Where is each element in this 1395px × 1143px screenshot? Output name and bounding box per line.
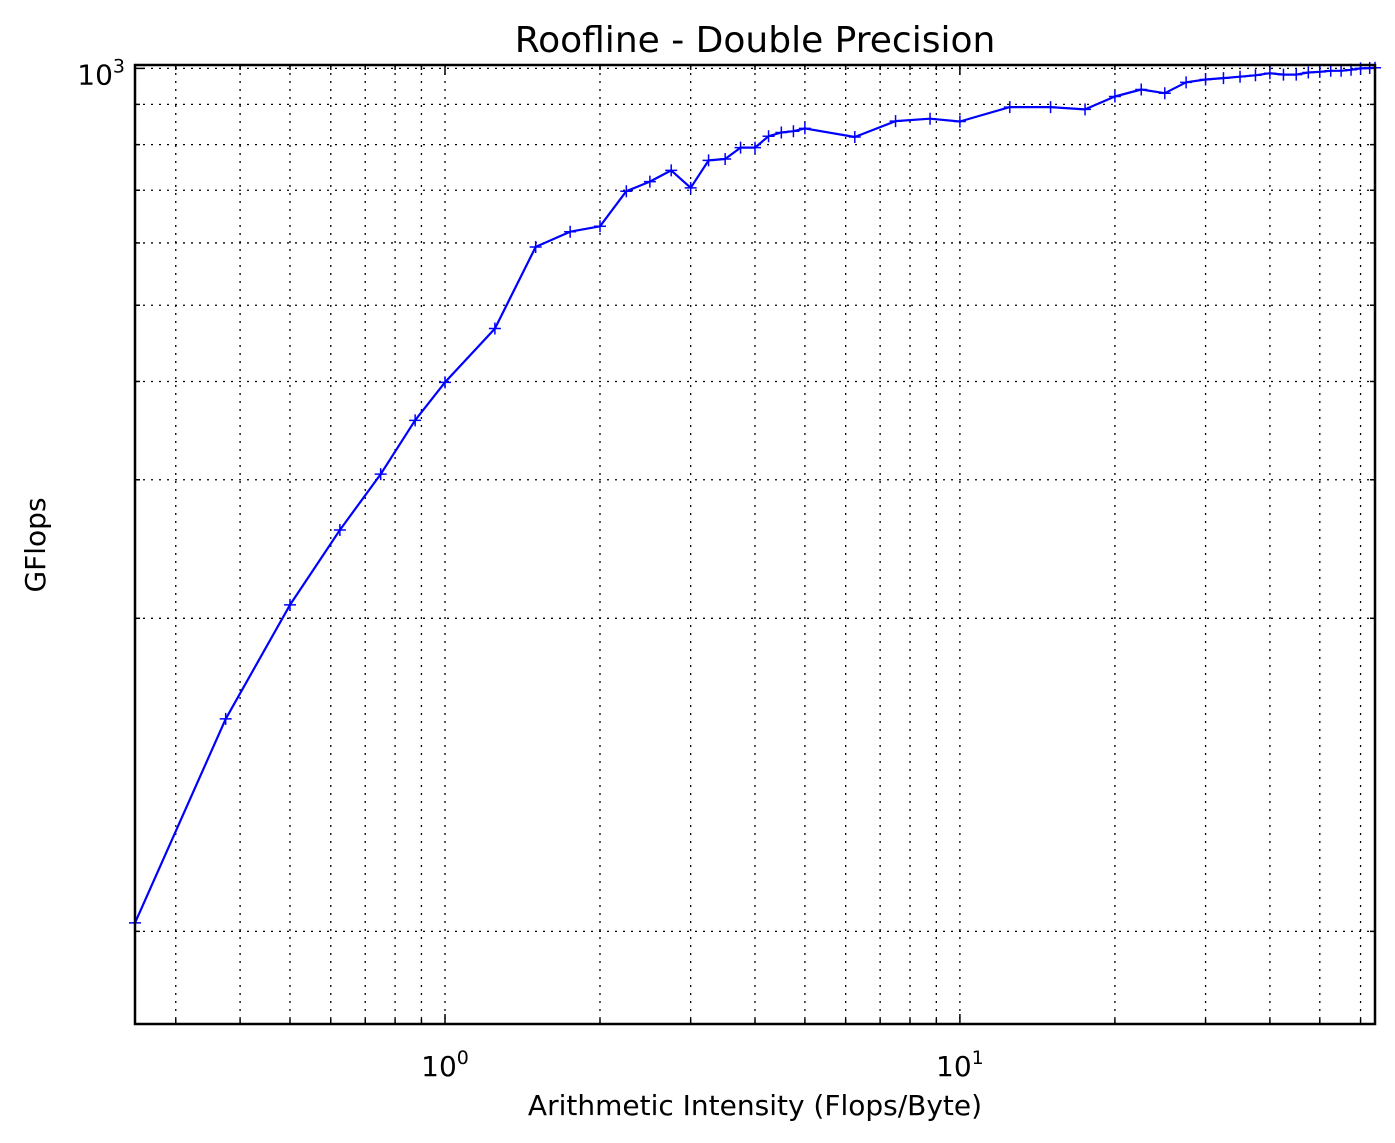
data-point-marker [787, 125, 800, 138]
y-axis-label: GFlops [19, 497, 52, 592]
data-point-marker [1234, 70, 1247, 83]
data-point-marker [439, 376, 451, 389]
grid-lines [135, 65, 1375, 1024]
data-point-marker [953, 115, 966, 128]
data-point-marker [848, 131, 861, 144]
data-point-marker [409, 414, 422, 427]
data-point-marker [284, 598, 296, 611]
data-point-marker [749, 141, 761, 154]
x-tick-label: 100 [421, 1047, 469, 1083]
data-point-marker [702, 154, 715, 167]
x-axis-label: Arithmetic Intensity (Flops/Byte) [528, 1089, 982, 1122]
data-point-marker [643, 175, 656, 188]
data-point-marker [1135, 83, 1148, 96]
data-point-marker [594, 220, 606, 233]
data-point-marker [1249, 69, 1262, 82]
x-tick-label: 101 [936, 1047, 984, 1083]
data-point-marker [620, 185, 633, 198]
data-point-marker [719, 153, 732, 166]
data-point-marker [798, 122, 811, 135]
chart-title: Roofline - Double Precision [515, 20, 996, 61]
data-point-marker [1290, 68, 1303, 81]
data-point-marker [665, 164, 678, 177]
data-point-marker [333, 523, 346, 536]
data-point-marker [529, 240, 542, 253]
data-point-marker [564, 225, 577, 238]
data-point-marker [1158, 87, 1171, 100]
data-point-marker [1079, 103, 1092, 116]
data-point-marker [1302, 66, 1315, 79]
data-point-marker [1108, 90, 1121, 103]
data-point-marker [1277, 68, 1290, 81]
data-point-marker [1324, 64, 1337, 77]
data-point-marker [1335, 64, 1348, 77]
data-point-marker [219, 712, 232, 725]
data-point-marker [924, 112, 937, 125]
data-point-marker [1180, 76, 1193, 89]
data-point-marker [775, 126, 788, 139]
data-point-marker [1217, 72, 1230, 85]
data-point-marker [734, 141, 747, 154]
data-point-marker [1199, 73, 1212, 86]
tick-labels: 100 101 103 [77, 55, 984, 1083]
y-tick-label: 103 [77, 55, 125, 91]
data-point-marker [1263, 67, 1276, 80]
plot-frame [133, 63, 1377, 1026]
data-point-marker [1313, 65, 1326, 78]
data-point-marker [488, 322, 501, 335]
data-point-marker [889, 115, 902, 128]
data-point-marker [684, 181, 697, 194]
data-point-marker [1003, 101, 1016, 114]
data-point-marker [762, 130, 775, 143]
data-point-marker [1044, 101, 1057, 114]
data-series [129, 61, 1381, 929]
data-point-marker [374, 468, 387, 481]
